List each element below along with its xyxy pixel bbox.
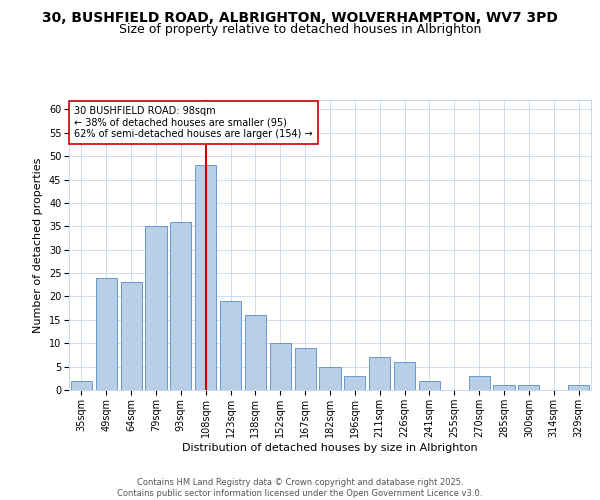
Bar [369, 358, 390, 390]
Text: 30 BUSHFIELD ROAD: 98sqm
← 38% of detached houses are smaller (95)
62% of semi-d: 30 BUSHFIELD ROAD: 98sqm ← 38% of detach… [74, 106, 313, 139]
Bar [568, 386, 589, 390]
Bar [195, 166, 216, 390]
Bar [170, 222, 191, 390]
Bar [493, 386, 515, 390]
Bar [96, 278, 117, 390]
Text: Contains HM Land Registry data © Crown copyright and database right 2025.
Contai: Contains HM Land Registry data © Crown c… [118, 478, 482, 498]
Bar [220, 301, 241, 390]
Bar [145, 226, 167, 390]
Y-axis label: Number of detached properties: Number of detached properties [34, 158, 43, 332]
Bar [518, 386, 539, 390]
Bar [121, 282, 142, 390]
Bar [71, 380, 92, 390]
Bar [319, 366, 341, 390]
X-axis label: Distribution of detached houses by size in Albrighton: Distribution of detached houses by size … [182, 442, 478, 452]
Bar [295, 348, 316, 390]
Bar [394, 362, 415, 390]
Bar [419, 380, 440, 390]
Bar [270, 343, 291, 390]
Text: 30, BUSHFIELD ROAD, ALBRIGHTON, WOLVERHAMPTON, WV7 3PD: 30, BUSHFIELD ROAD, ALBRIGHTON, WOLVERHA… [42, 10, 558, 24]
Bar [344, 376, 365, 390]
Text: Size of property relative to detached houses in Albrighton: Size of property relative to detached ho… [119, 24, 481, 36]
Bar [469, 376, 490, 390]
Bar [245, 315, 266, 390]
